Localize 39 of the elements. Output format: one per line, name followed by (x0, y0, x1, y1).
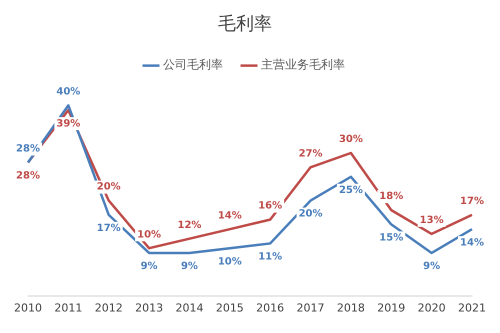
x-tick-label: 2011 (54, 301, 82, 314)
data-label: 10% (218, 256, 242, 268)
data-label: 13% (420, 215, 444, 226)
data-label: 10% (137, 229, 162, 240)
data-label: 15% (379, 232, 404, 244)
data-label: 30% (338, 134, 363, 146)
legend-label: 主营业务毛利率 (261, 58, 345, 72)
data-label: 12% (177, 220, 202, 231)
data-label: 14% (460, 237, 484, 248)
data-label: 20% (96, 182, 121, 193)
data-label: 18% (379, 191, 404, 202)
data-label: 14% (218, 210, 242, 222)
x-tick-label: 2010 (14, 301, 42, 314)
chart-title: 毛利率 (218, 13, 272, 34)
data-label: 17% (96, 222, 121, 234)
data-label: 17% (460, 196, 484, 207)
data-label: 40% (56, 86, 80, 98)
x-tick-label: 2019 (377, 301, 406, 314)
data-label: 28% (16, 144, 40, 155)
data-label: 39% (56, 118, 80, 130)
data-label: 11% (258, 252, 282, 263)
x-tick-label: 2015 (216, 301, 244, 314)
data-label: 16% (258, 200, 282, 212)
x-tick-label: 2016 (256, 301, 284, 314)
data-label: 9% (423, 261, 440, 272)
x-tick-label: 2017 (296, 301, 325, 314)
x-tick-label: 2020 (418, 301, 446, 314)
x-tick-label: 2012 (94, 301, 123, 314)
data-label: 9% (180, 261, 198, 272)
x-tick-label: 2013 (135, 301, 164, 314)
x-tick-label: 2021 (458, 301, 486, 314)
x-tick-label: 2014 (175, 301, 204, 314)
data-label: 28% (16, 170, 40, 182)
legend-label: 公司毛利率 (163, 58, 223, 72)
data-label: 20% (298, 208, 323, 220)
data-label: 25% (338, 184, 363, 196)
x-tick-label: 2018 (336, 301, 365, 314)
data-label: 27% (298, 148, 323, 160)
data-label: 9% (140, 261, 158, 272)
